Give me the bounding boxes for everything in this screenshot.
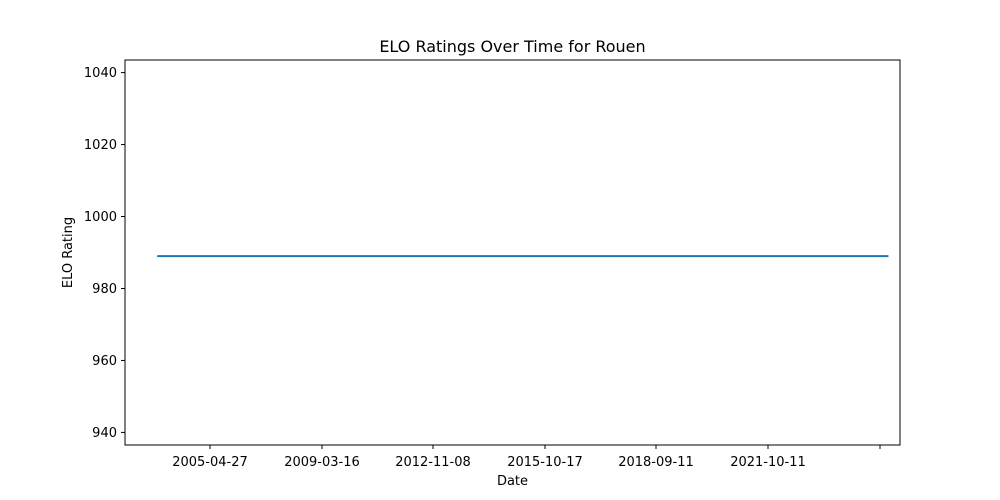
y-tick-label: 940 [92,426,117,441]
y-tick-label: 1020 [84,138,117,153]
y-axis-title: ELO Rating [61,217,76,288]
x-tick-label: 2015-10-17 [507,455,583,470]
y-tick-label: 980 [92,282,117,297]
plot-area [124,59,901,446]
plot-frame [124,59,901,446]
y-tick-label: 1000 [84,210,117,225]
x-tick-label: 2021-10-11 [730,455,806,470]
y-tick-label: 1040 [84,66,117,81]
x-axis: 2005-04-27 2009-03-16 2012-11-08 2015-10-17… [172,445,881,470]
x-axis-title: Date [497,474,528,489]
y-tick-label: 960 [92,354,117,369]
x-tick-label: 2012-11-08 [395,455,471,470]
x-tick-label: 2009-03-16 [284,455,360,470]
x-tick-label: 2018-09-11 [618,455,694,470]
chart-title: ELO Ratings Over Time for Rouen [379,37,645,56]
y-axis: 940 960 980 1000 1020 1040 [84,66,125,441]
x-tick-label: 2005-04-27 [172,455,248,470]
